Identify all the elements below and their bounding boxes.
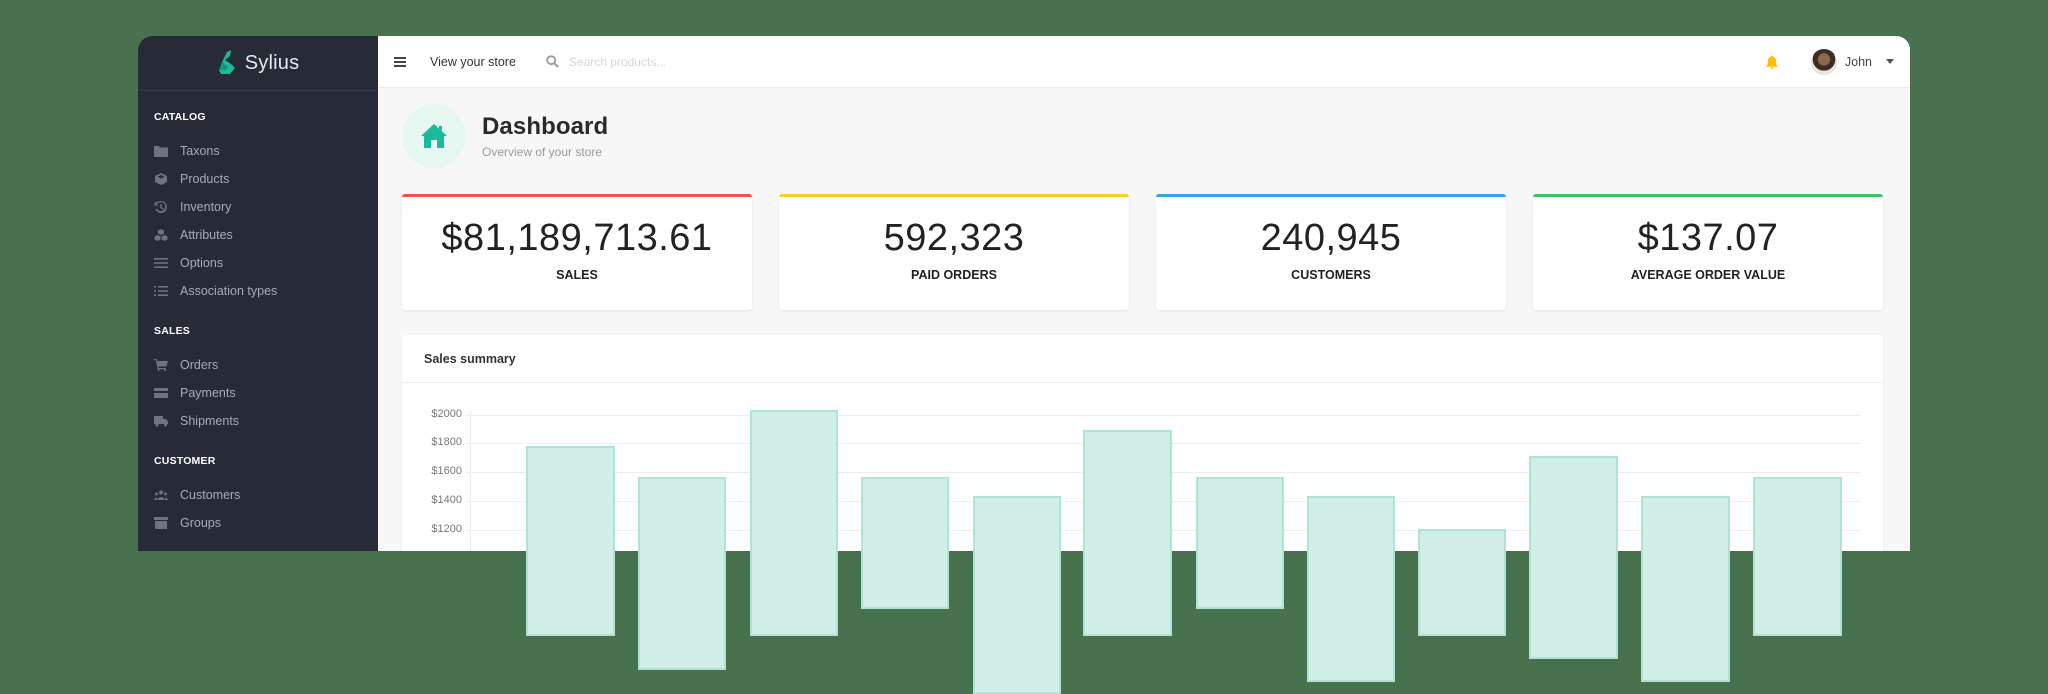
- stats-row: $81,189,713.61 SALES 592,323 PAID ORDERS…: [402, 194, 1883, 310]
- history-icon: [154, 201, 168, 213]
- archive-icon: [154, 517, 168, 529]
- y-tick-label: $1400: [431, 494, 462, 506]
- home-icon: [421, 124, 447, 148]
- cubes-icon: [154, 229, 168, 241]
- sylius-logo-icon: [218, 50, 235, 74]
- cube-icon: [154, 173, 168, 185]
- sidebar-item-orders[interactable]: Orders: [154, 351, 378, 379]
- sidebar-item-label: Inventory: [180, 200, 232, 214]
- page-title: Dashboard: [482, 113, 609, 140]
- gridline: [466, 415, 1861, 416]
- sidebar-item-groups[interactable]: Groups: [154, 509, 378, 537]
- stat-card-customers[interactable]: 240,945 CUSTOMERS: [1156, 194, 1506, 310]
- brand[interactable]: Sylius: [138, 36, 378, 91]
- chart-bar-9[interactable]: [1418, 529, 1506, 636]
- chart-bar-7[interactable]: [1196, 477, 1284, 609]
- avatar[interactable]: [1810, 48, 1837, 75]
- truck-icon: [154, 415, 168, 427]
- chart-bar-3[interactable]: [750, 410, 838, 636]
- sidebar-item-label: Attributes: [180, 228, 233, 242]
- tasks-icon: [154, 285, 168, 297]
- sidebar-item-label: Payments: [180, 386, 236, 400]
- y-tick-label: $1600: [431, 465, 462, 477]
- chart-bar-8[interactable]: [1307, 496, 1395, 682]
- nav-section-customer: CUSTOMER Customers Groups: [138, 455, 378, 537]
- chart-bar-5[interactable]: [973, 496, 1061, 694]
- chevron-down-icon[interactable]: [1886, 59, 1894, 64]
- stat-value: 240,945: [1260, 217, 1402, 259]
- stat-label: CUSTOMERS: [1291, 268, 1371, 282]
- chart-bar-6[interactable]: [1083, 430, 1172, 636]
- sidebar-item-attributes[interactable]: Attributes: [154, 221, 378, 249]
- topbar: View your store John: [378, 36, 1910, 88]
- brand-name: Sylius: [244, 51, 300, 74]
- sidebar-item-customers[interactable]: Customers: [154, 481, 378, 509]
- sidebar-item-label: Groups: [180, 516, 221, 530]
- chart-bar-2[interactable]: [638, 477, 726, 670]
- credit-card-icon: [154, 387, 168, 399]
- sidebar-item-label: Orders: [180, 358, 219, 372]
- stat-card-paid-orders[interactable]: 592,323 PAID ORDERS: [779, 194, 1129, 310]
- cart-icon: [154, 359, 168, 371]
- chart-bar-10[interactable]: [1529, 456, 1618, 659]
- search-icon: [546, 55, 559, 68]
- sidebar-item-options[interactable]: Options: [154, 249, 378, 277]
- chart-bar-12[interactable]: [1753, 477, 1842, 636]
- sidebar-item-label: Products: [180, 172, 230, 186]
- sidebar-item-label: Association types: [180, 284, 278, 298]
- app-window: Sylius CATALOG Taxons Products Inventory: [138, 36, 1910, 551]
- nav-header-sales: SALES: [154, 325, 191, 337]
- user-name[interactable]: John: [1844, 54, 1872, 69]
- chart-bar-4[interactable]: [861, 477, 949, 609]
- y-axis-line: [470, 411, 471, 551]
- nav-section-sales: SALES Orders Payments Shipments: [138, 325, 378, 435]
- sidebar: Sylius CATALOG Taxons Products Inventory: [138, 36, 378, 551]
- nav-header-catalog: CATALOG: [154, 111, 206, 123]
- stat-card-average-order-value[interactable]: $137.07 AVERAGE ORDER VALUE: [1533, 194, 1883, 310]
- user-area: John: [1765, 48, 1894, 75]
- sidebar-item-taxons[interactable]: Taxons: [154, 137, 378, 165]
- folder-icon: [154, 145, 168, 157]
- nav-section-catalog: CATALOG Taxons Products Inventory Attrib…: [138, 111, 378, 305]
- sidebar-item-label: Shipments: [180, 414, 240, 428]
- y-tick-label: $2000: [431, 408, 462, 420]
- view-store-link[interactable]: View your store: [430, 54, 516, 69]
- chart-bar-11[interactable]: [1641, 496, 1730, 682]
- stat-label: SALES: [556, 268, 598, 282]
- sidebar-item-label: Taxons: [180, 144, 220, 158]
- users-icon: [154, 489, 168, 501]
- sales-summary-title: Sales summary: [402, 335, 1883, 383]
- chart-bar-1[interactable]: [526, 446, 615, 636]
- stat-label: AVERAGE ORDER VALUE: [1630, 268, 1786, 282]
- sidebar-item-label: Options: [180, 256, 224, 270]
- y-tick-label: $1200: [431, 523, 462, 535]
- bell-icon[interactable]: [1765, 55, 1779, 69]
- stat-value: $81,189,713.61: [441, 217, 713, 259]
- stat-card-sales[interactable]: $81,189,713.61 SALES: [402, 194, 752, 310]
- sidebar-item-products[interactable]: Products: [154, 165, 378, 193]
- page-header: Dashboard Overview of your store: [402, 104, 608, 168]
- search-input[interactable]: [568, 54, 769, 69]
- sidebar-item-association-types[interactable]: Association types: [154, 277, 378, 305]
- sidebar-item-payments[interactable]: Payments: [154, 379, 378, 407]
- sliders-icon: [154, 257, 168, 269]
- sidebar-item-label: Customers: [180, 488, 241, 502]
- nav-header-customer: CUSTOMER: [154, 455, 216, 467]
- stat-label: PAID ORDERS: [911, 268, 997, 282]
- sidebar-item-inventory[interactable]: Inventory: [154, 193, 378, 221]
- search: [546, 54, 769, 69]
- page-icon: [402, 104, 466, 168]
- stat-value: $137.07: [1637, 217, 1779, 259]
- sidebar-item-shipments[interactable]: Shipments: [154, 407, 378, 435]
- y-tick-label: $1800: [431, 436, 462, 448]
- page-titles: Dashboard Overview of your store: [482, 113, 608, 159]
- stat-value: 592,323: [883, 217, 1025, 259]
- menu-toggle-icon[interactable]: [394, 56, 406, 67]
- page-subtitle: Overview of your store: [482, 145, 603, 159]
